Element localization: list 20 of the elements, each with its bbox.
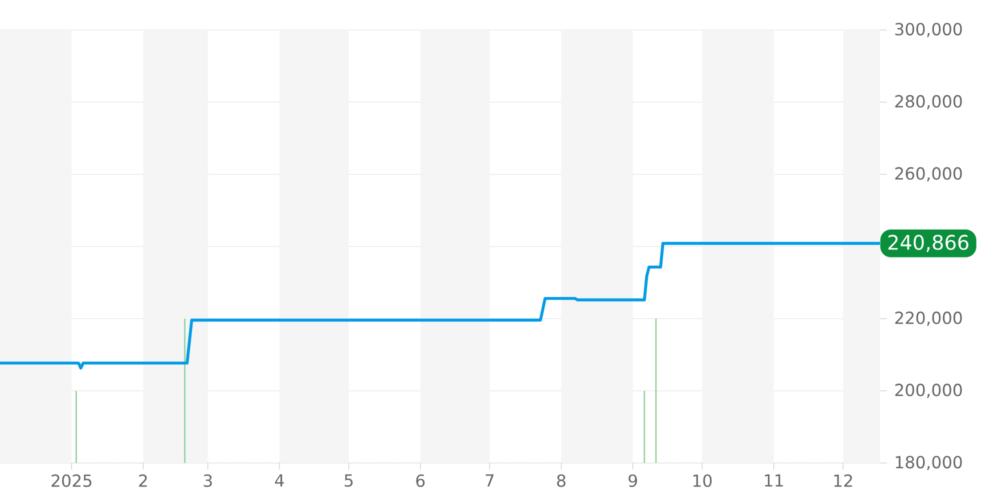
x-tick-label: 12 [834,474,852,487]
x-tick-label: 8 [557,474,566,487]
y-tick-label: 200,000 [895,384,962,398]
y-tick-label: 280,000 [895,95,962,110]
y-tick-label: 300,000 [895,22,962,38]
x-tick-label: 5 [344,474,353,487]
x-tick-label: 11 [764,474,783,487]
x-tick-label: 9 [628,474,637,487]
y-tick-label: 220,000 [895,312,962,326]
y-tick-label: 180,000 [896,456,962,470]
x-tick-label: 2 [139,474,147,487]
x-tick-label: 7 [486,474,494,487]
x-tick-label: 3 [204,474,212,487]
x-tick-label: 10 [693,474,712,487]
x-tick-label: 6 [416,474,425,487]
x-tick-label: 2025 [52,474,92,487]
annotation: 240,866 [888,234,968,252]
x-tick-label: 4 [274,474,284,487]
y-tick-label: 260,000 [895,167,962,182]
line-series [0,242,882,370]
